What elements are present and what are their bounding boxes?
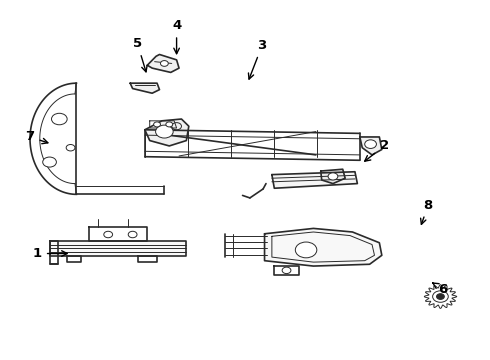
Circle shape: [365, 140, 376, 148]
Text: 2: 2: [365, 139, 389, 161]
Circle shape: [282, 267, 291, 274]
Text: 8: 8: [420, 199, 433, 224]
Circle shape: [328, 173, 338, 180]
Circle shape: [156, 125, 173, 138]
Circle shape: [66, 144, 75, 151]
Circle shape: [154, 122, 160, 127]
Text: 3: 3: [248, 39, 267, 79]
Polygon shape: [145, 119, 189, 146]
Circle shape: [295, 242, 317, 258]
Circle shape: [166, 122, 172, 127]
Polygon shape: [147, 54, 179, 72]
Circle shape: [51, 113, 67, 125]
Polygon shape: [272, 172, 357, 188]
Polygon shape: [274, 266, 299, 275]
Circle shape: [43, 157, 56, 167]
Polygon shape: [138, 256, 157, 262]
Polygon shape: [321, 169, 345, 184]
Polygon shape: [49, 241, 186, 256]
Polygon shape: [67, 256, 81, 262]
Circle shape: [104, 231, 113, 238]
Polygon shape: [89, 227, 147, 241]
Polygon shape: [265, 228, 382, 266]
Text: 5: 5: [133, 37, 147, 72]
Polygon shape: [130, 83, 159, 93]
Text: 1: 1: [33, 247, 67, 260]
Text: 7: 7: [25, 130, 48, 144]
Text: 4: 4: [172, 19, 181, 54]
Circle shape: [128, 231, 137, 238]
Text: 6: 6: [433, 283, 447, 296]
Polygon shape: [360, 137, 382, 155]
Circle shape: [437, 294, 444, 300]
Circle shape: [433, 291, 448, 302]
Circle shape: [160, 60, 168, 66]
